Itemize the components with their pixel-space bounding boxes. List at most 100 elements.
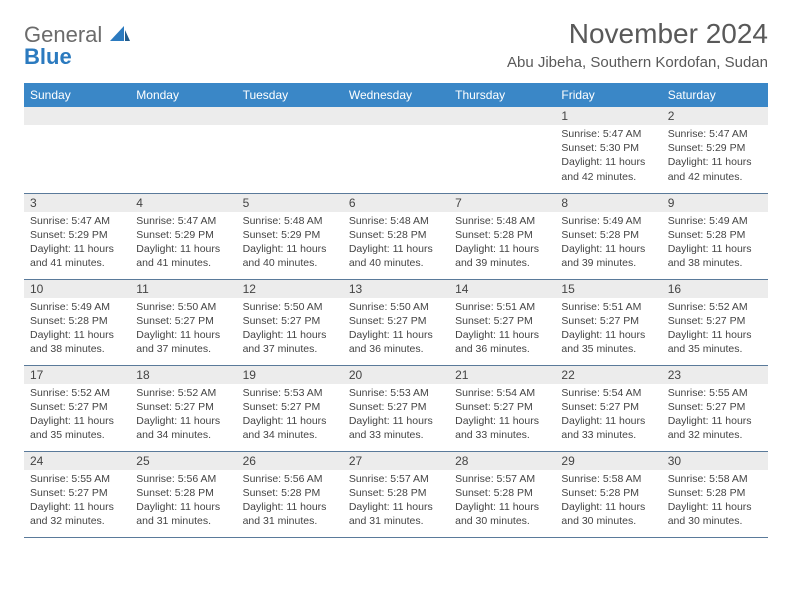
day-number: 16 bbox=[662, 280, 768, 298]
calendar-cell: 13Sunrise: 5:50 AMSunset: 5:27 PMDayligh… bbox=[343, 279, 449, 365]
calendar-cell: 28Sunrise: 5:57 AMSunset: 5:28 PMDayligh… bbox=[449, 451, 555, 537]
day-number: 26 bbox=[237, 452, 343, 470]
day-info: Sunrise: 5:47 AMSunset: 5:29 PMDaylight:… bbox=[662, 125, 768, 188]
day-info: Sunrise: 5:50 AMSunset: 5:27 PMDaylight:… bbox=[237, 298, 343, 361]
calendar-cell: 18Sunrise: 5:52 AMSunset: 5:27 PMDayligh… bbox=[130, 365, 236, 451]
calendar-cell: 10Sunrise: 5:49 AMSunset: 5:28 PMDayligh… bbox=[24, 279, 130, 365]
day-info: Sunrise: 5:53 AMSunset: 5:27 PMDaylight:… bbox=[237, 384, 343, 447]
day-number: 1 bbox=[555, 107, 661, 125]
day-info: Sunrise: 5:49 AMSunset: 5:28 PMDaylight:… bbox=[662, 212, 768, 275]
day-info: Sunrise: 5:57 AMSunset: 5:28 PMDaylight:… bbox=[343, 470, 449, 533]
day-number: 4 bbox=[130, 194, 236, 212]
day-number-empty bbox=[343, 107, 449, 125]
calendar-cell: 12Sunrise: 5:50 AMSunset: 5:27 PMDayligh… bbox=[237, 279, 343, 365]
day-number: 12 bbox=[237, 280, 343, 298]
logo-text: General Blue bbox=[24, 24, 130, 68]
calendar-cell: 27Sunrise: 5:57 AMSunset: 5:28 PMDayligh… bbox=[343, 451, 449, 537]
calendar-cell: 22Sunrise: 5:54 AMSunset: 5:27 PMDayligh… bbox=[555, 365, 661, 451]
calendar-row: 10Sunrise: 5:49 AMSunset: 5:28 PMDayligh… bbox=[24, 279, 768, 365]
day-info: Sunrise: 5:47 AMSunset: 5:29 PMDaylight:… bbox=[24, 212, 130, 275]
day-number: 22 bbox=[555, 366, 661, 384]
calendar-cell: 9Sunrise: 5:49 AMSunset: 5:28 PMDaylight… bbox=[662, 193, 768, 279]
calendar-table: Sunday Monday Tuesday Wednesday Thursday… bbox=[24, 83, 768, 538]
calendar-cell: 7Sunrise: 5:48 AMSunset: 5:28 PMDaylight… bbox=[449, 193, 555, 279]
calendar-cell: 8Sunrise: 5:49 AMSunset: 5:28 PMDaylight… bbox=[555, 193, 661, 279]
calendar-cell: 11Sunrise: 5:50 AMSunset: 5:27 PMDayligh… bbox=[130, 279, 236, 365]
day-info: Sunrise: 5:47 AMSunset: 5:30 PMDaylight:… bbox=[555, 125, 661, 188]
day-info: Sunrise: 5:49 AMSunset: 5:28 PMDaylight:… bbox=[24, 298, 130, 361]
calendar-cell: 16Sunrise: 5:52 AMSunset: 5:27 PMDayligh… bbox=[662, 279, 768, 365]
day-info: Sunrise: 5:52 AMSunset: 5:27 PMDaylight:… bbox=[662, 298, 768, 361]
day-info: Sunrise: 5:48 AMSunset: 5:28 PMDaylight:… bbox=[449, 212, 555, 275]
day-number: 11 bbox=[130, 280, 236, 298]
calendar-row: 3Sunrise: 5:47 AMSunset: 5:29 PMDaylight… bbox=[24, 193, 768, 279]
day-info: Sunrise: 5:48 AMSunset: 5:29 PMDaylight:… bbox=[237, 212, 343, 275]
day-info: Sunrise: 5:55 AMSunset: 5:27 PMDaylight:… bbox=[662, 384, 768, 447]
day-number: 23 bbox=[662, 366, 768, 384]
calendar-row: 1Sunrise: 5:47 AMSunset: 5:30 PMDaylight… bbox=[24, 107, 768, 193]
location-subtitle: Abu Jibeha, Southern Kordofan, Sudan bbox=[507, 54, 768, 71]
calendar-row: 17Sunrise: 5:52 AMSunset: 5:27 PMDayligh… bbox=[24, 365, 768, 451]
day-info: Sunrise: 5:58 AMSunset: 5:28 PMDaylight:… bbox=[662, 470, 768, 533]
day-info: Sunrise: 5:51 AMSunset: 5:27 PMDaylight:… bbox=[449, 298, 555, 361]
day-info: Sunrise: 5:53 AMSunset: 5:27 PMDaylight:… bbox=[343, 384, 449, 447]
day-info: Sunrise: 5:52 AMSunset: 5:27 PMDaylight:… bbox=[24, 384, 130, 447]
calendar-cell: 5Sunrise: 5:48 AMSunset: 5:29 PMDaylight… bbox=[237, 193, 343, 279]
weekday-header: Friday bbox=[555, 83, 661, 107]
day-number: 6 bbox=[343, 194, 449, 212]
day-number: 24 bbox=[24, 452, 130, 470]
calendar-cell bbox=[343, 107, 449, 193]
calendar-cell: 30Sunrise: 5:58 AMSunset: 5:28 PMDayligh… bbox=[662, 451, 768, 537]
day-info: Sunrise: 5:56 AMSunset: 5:28 PMDaylight:… bbox=[130, 470, 236, 533]
calendar-cell: 1Sunrise: 5:47 AMSunset: 5:30 PMDaylight… bbox=[555, 107, 661, 193]
page-title: November 2024 bbox=[507, 18, 768, 50]
day-info: Sunrise: 5:54 AMSunset: 5:27 PMDaylight:… bbox=[449, 384, 555, 447]
day-number: 30 bbox=[662, 452, 768, 470]
day-number: 15 bbox=[555, 280, 661, 298]
calendar-cell: 15Sunrise: 5:51 AMSunset: 5:27 PMDayligh… bbox=[555, 279, 661, 365]
day-number: 14 bbox=[449, 280, 555, 298]
calendar-cell bbox=[449, 107, 555, 193]
calendar-cell bbox=[237, 107, 343, 193]
weekday-header: Monday bbox=[130, 83, 236, 107]
day-number: 8 bbox=[555, 194, 661, 212]
day-number-empty bbox=[449, 107, 555, 125]
weekday-header: Wednesday bbox=[343, 83, 449, 107]
day-info: Sunrise: 5:50 AMSunset: 5:27 PMDaylight:… bbox=[130, 298, 236, 361]
calendar-cell: 23Sunrise: 5:55 AMSunset: 5:27 PMDayligh… bbox=[662, 365, 768, 451]
calendar-cell: 24Sunrise: 5:55 AMSunset: 5:27 PMDayligh… bbox=[24, 451, 130, 537]
day-info: Sunrise: 5:51 AMSunset: 5:27 PMDaylight:… bbox=[555, 298, 661, 361]
day-number: 13 bbox=[343, 280, 449, 298]
day-number: 19 bbox=[237, 366, 343, 384]
calendar-body: 1Sunrise: 5:47 AMSunset: 5:30 PMDaylight… bbox=[24, 107, 768, 537]
calendar-cell: 19Sunrise: 5:53 AMSunset: 5:27 PMDayligh… bbox=[237, 365, 343, 451]
day-number: 28 bbox=[449, 452, 555, 470]
calendar-row: 24Sunrise: 5:55 AMSunset: 5:27 PMDayligh… bbox=[24, 451, 768, 537]
calendar-cell: 6Sunrise: 5:48 AMSunset: 5:28 PMDaylight… bbox=[343, 193, 449, 279]
day-number-empty bbox=[24, 107, 130, 125]
weekday-header: Thursday bbox=[449, 83, 555, 107]
calendar-cell: 26Sunrise: 5:56 AMSunset: 5:28 PMDayligh… bbox=[237, 451, 343, 537]
calendar-cell: 3Sunrise: 5:47 AMSunset: 5:29 PMDaylight… bbox=[24, 193, 130, 279]
weekday-header: Sunday bbox=[24, 83, 130, 107]
header: General Blue November 2024 Abu Jibeha, S… bbox=[24, 18, 768, 71]
day-number: 2 bbox=[662, 107, 768, 125]
day-number: 29 bbox=[555, 452, 661, 470]
day-number: 21 bbox=[449, 366, 555, 384]
day-number-empty bbox=[130, 107, 236, 125]
day-info: Sunrise: 5:58 AMSunset: 5:28 PMDaylight:… bbox=[555, 470, 661, 533]
day-number: 25 bbox=[130, 452, 236, 470]
day-number: 3 bbox=[24, 194, 130, 212]
sail-icon bbox=[110, 22, 130, 47]
title-block: November 2024 Abu Jibeha, Southern Kordo… bbox=[507, 18, 768, 71]
calendar-cell: 2Sunrise: 5:47 AMSunset: 5:29 PMDaylight… bbox=[662, 107, 768, 193]
day-info: Sunrise: 5:55 AMSunset: 5:27 PMDaylight:… bbox=[24, 470, 130, 533]
day-number-empty bbox=[237, 107, 343, 125]
day-number: 18 bbox=[130, 366, 236, 384]
calendar-cell: 14Sunrise: 5:51 AMSunset: 5:27 PMDayligh… bbox=[449, 279, 555, 365]
calendar-cell: 29Sunrise: 5:58 AMSunset: 5:28 PMDayligh… bbox=[555, 451, 661, 537]
calendar-cell: 4Sunrise: 5:47 AMSunset: 5:29 PMDaylight… bbox=[130, 193, 236, 279]
day-number: 27 bbox=[343, 452, 449, 470]
day-info: Sunrise: 5:50 AMSunset: 5:27 PMDaylight:… bbox=[343, 298, 449, 361]
day-info: Sunrise: 5:52 AMSunset: 5:27 PMDaylight:… bbox=[130, 384, 236, 447]
